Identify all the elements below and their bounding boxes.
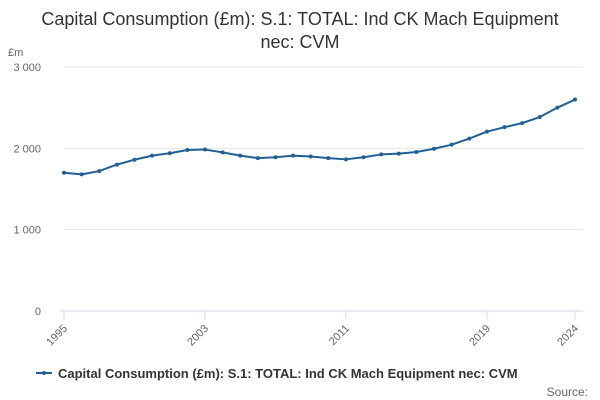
data-point xyxy=(326,156,331,161)
data-point xyxy=(202,147,207,152)
legend-label: Capital Consumption (£m): S.1: TOTAL: In… xyxy=(58,365,518,381)
data-point xyxy=(467,136,472,141)
x-tick-label: 2019 xyxy=(467,323,493,349)
y-tick-label: 2 000 xyxy=(13,143,41,155)
data-point xyxy=(414,149,419,154)
data-point xyxy=(255,156,260,161)
data-point xyxy=(114,162,119,167)
axes: £m 0 1 000 2 000 3 000 1995 2003 2011 2019 2024 xyxy=(8,47,583,348)
data-point xyxy=(379,152,384,157)
data-point xyxy=(291,153,296,158)
y-axis-label: £m xyxy=(8,47,23,59)
legend-swatch-icon xyxy=(36,371,52,375)
data-point xyxy=(573,97,577,102)
data-point xyxy=(97,169,102,174)
data-point xyxy=(132,157,137,162)
data-point xyxy=(150,153,155,158)
series-line xyxy=(63,98,576,176)
data-point xyxy=(432,146,437,151)
x-tick-label: 1995 xyxy=(44,323,70,349)
x-tick-label: 2011 xyxy=(327,323,352,348)
data-point xyxy=(308,154,313,159)
x-tick-label: 2024 xyxy=(555,323,581,349)
data-point xyxy=(361,155,366,160)
data-point xyxy=(273,155,278,160)
y-tick-label: 0 xyxy=(35,306,41,318)
data-point xyxy=(343,157,348,162)
data-point xyxy=(449,142,454,147)
data-point xyxy=(62,170,66,175)
data-point xyxy=(502,125,507,130)
data-point xyxy=(185,147,190,152)
y-tick-label: 3 000 xyxy=(13,62,41,74)
data-point xyxy=(79,172,84,177)
y-tick-label: 1 000 xyxy=(13,225,41,237)
legend[interactable]: Capital Consumption (£m): S.1: TOTAL: In… xyxy=(36,364,518,382)
grid xyxy=(64,66,583,231)
data-point xyxy=(396,151,401,156)
series-layer xyxy=(62,97,577,177)
data-point xyxy=(238,153,243,158)
data-point xyxy=(520,121,525,126)
chart-title: Capital Consumption (£m): S.1: TOTAL: In… xyxy=(41,9,559,52)
data-point xyxy=(167,151,172,156)
data-point xyxy=(484,129,489,134)
source-label: Source: xyxy=(546,385,588,399)
data-point xyxy=(220,150,225,155)
data-point xyxy=(555,105,560,110)
x-tick-label: 2003 xyxy=(185,323,211,349)
data-point xyxy=(537,115,542,120)
